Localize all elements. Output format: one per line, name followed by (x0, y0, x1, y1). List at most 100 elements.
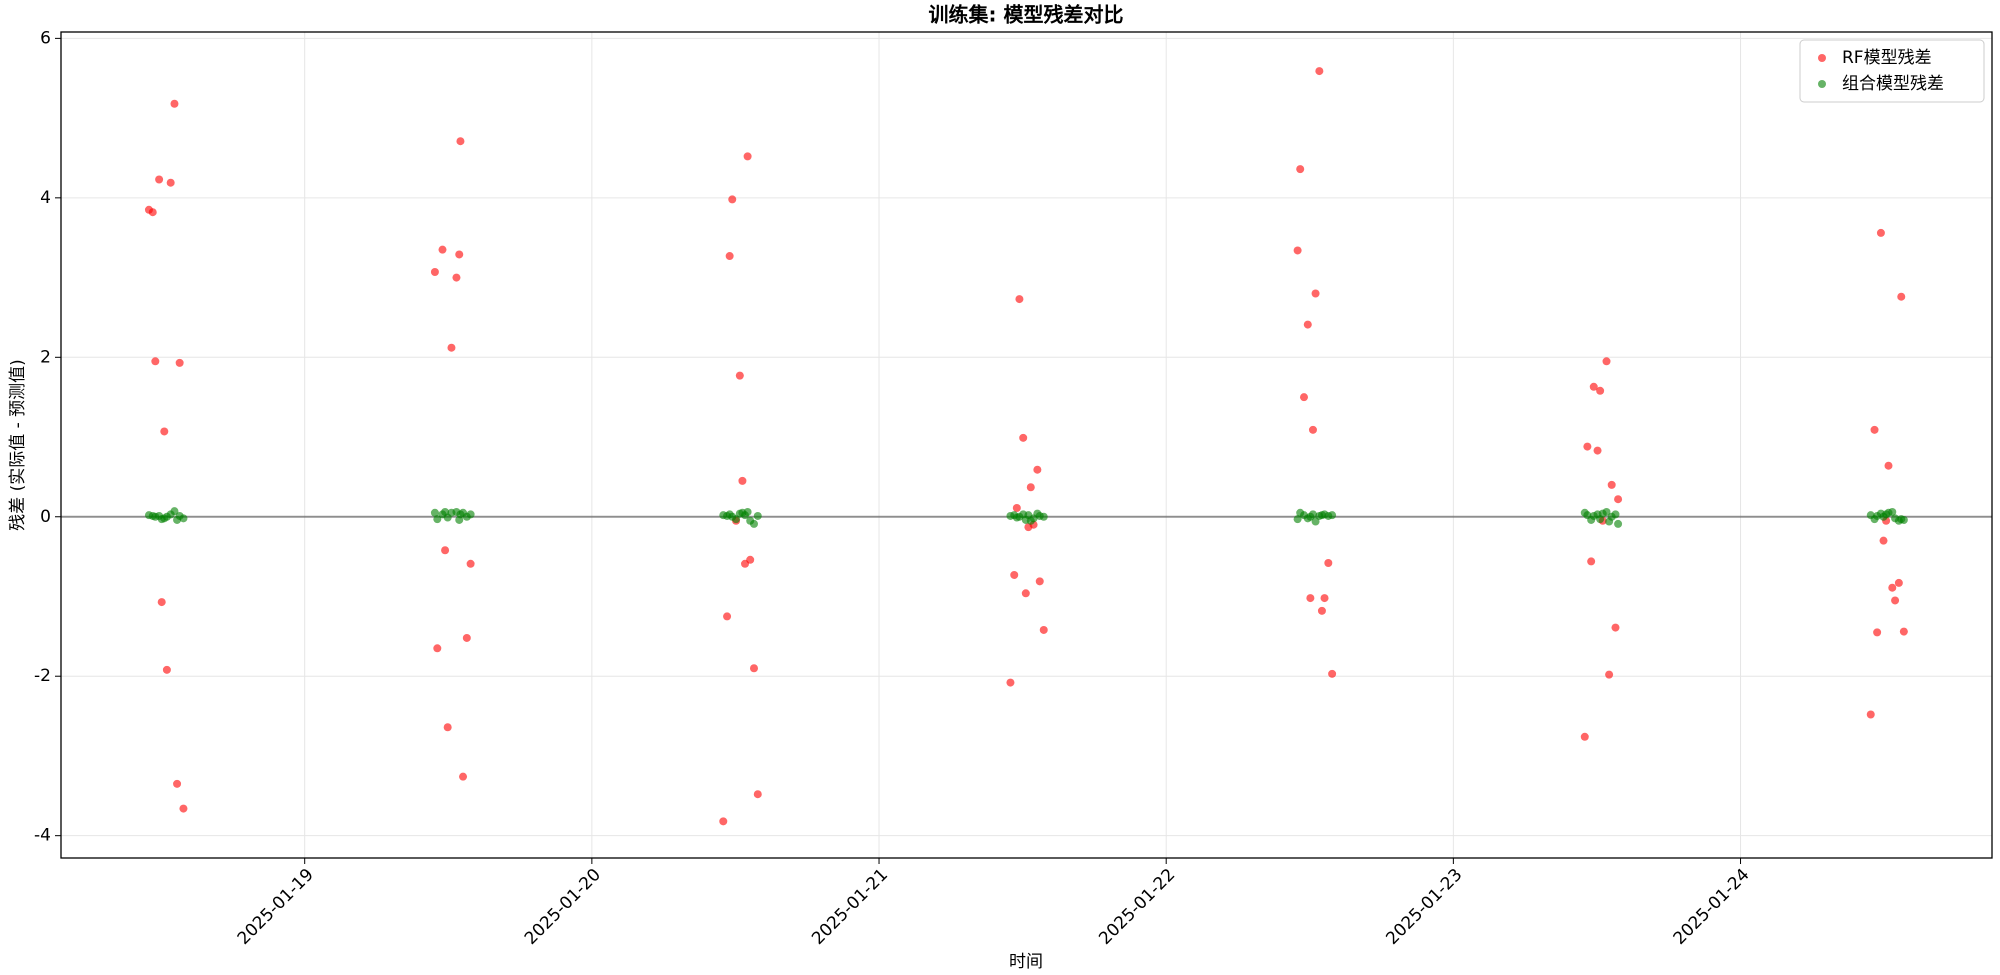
data-point (1589, 382, 1598, 391)
data-point (170, 99, 179, 108)
data-point (179, 514, 188, 523)
data-point (749, 519, 758, 528)
data-point (1607, 480, 1616, 489)
data-point (1894, 578, 1903, 587)
data-point (170, 507, 179, 516)
data-point (743, 507, 752, 516)
data-point (438, 245, 447, 254)
data-point (1306, 594, 1315, 603)
data-point (433, 515, 442, 524)
legend-label: 组合模型残差 (1842, 74, 1944, 94)
data-point (452, 273, 461, 282)
data-point (1019, 433, 1028, 442)
data-point (151, 357, 160, 366)
data-point (1866, 710, 1875, 719)
data-point (1873, 628, 1882, 637)
data-point (1328, 511, 1337, 520)
data-point (430, 508, 439, 517)
data-point (155, 175, 164, 184)
data-point (430, 267, 439, 276)
data-point (1293, 246, 1302, 255)
data-point (1888, 583, 1897, 592)
data-point (1879, 536, 1888, 545)
data-point (1317, 606, 1326, 615)
legend-marker (1818, 80, 1826, 88)
data-point (1602, 507, 1611, 516)
data-point (1021, 589, 1030, 598)
x-tick-label: 2025-01-22 (1095, 865, 1179, 949)
x-tick-label: 2025-01-23 (1382, 865, 1466, 949)
data-point (466, 510, 475, 519)
data-point (1614, 495, 1623, 504)
data-point (162, 665, 171, 674)
data-point (728, 195, 737, 204)
data-point (738, 476, 747, 485)
x-tick-label: 2025-01-24 (1670, 865, 1754, 949)
data-point (723, 612, 732, 621)
data-point (1596, 386, 1605, 395)
x-tick-label: 2025-01-20 (521, 865, 605, 949)
data-point (746, 555, 755, 564)
data-point (1303, 320, 1312, 329)
data-point (1015, 295, 1024, 304)
data-point (466, 559, 475, 568)
data-point (1593, 446, 1602, 455)
data-point (166, 178, 175, 187)
data-point (1611, 623, 1620, 632)
data-point (179, 804, 188, 813)
y-axis-label: 残差 (实际值 - 预测值) (8, 359, 28, 531)
data-point (443, 723, 452, 732)
data-point (157, 598, 166, 607)
data-point (459, 772, 468, 781)
data-point (1324, 559, 1333, 567)
data-point (725, 252, 734, 261)
y-tick-label: -4 (34, 826, 51, 846)
data-point (1602, 357, 1611, 366)
data-point (1583, 442, 1592, 451)
data-point (1308, 425, 1317, 434)
data-point (441, 546, 450, 555)
data-point (753, 511, 762, 520)
data-point (1891, 596, 1900, 605)
data-point (1311, 289, 1320, 298)
data-point (175, 358, 184, 367)
data-point (148, 208, 157, 217)
data-point (1296, 165, 1305, 174)
data-point (1039, 625, 1048, 634)
data-point (749, 664, 758, 673)
y-tick-label: -2 (34, 666, 51, 686)
data-point (719, 817, 728, 826)
data-point (1614, 519, 1623, 528)
x-tick-label: 2025-01-19 (234, 865, 318, 949)
data-point (1026, 483, 1035, 492)
y-tick-label: 0 (40, 507, 51, 527)
x-axis-label: 时间 (1009, 952, 1043, 972)
data-point (462, 633, 471, 642)
data-point (1308, 510, 1317, 519)
data-point (1611, 510, 1620, 519)
data-point (1870, 425, 1879, 434)
data-point (1899, 515, 1908, 524)
x-tick-label: 2025-01-21 (808, 865, 892, 949)
data-point (732, 515, 741, 524)
data-point (1311, 517, 1320, 526)
data-point (1897, 292, 1906, 301)
data-point (447, 343, 456, 352)
data-point (1006, 678, 1015, 687)
data-point (1035, 577, 1044, 586)
data-point (1899, 627, 1908, 636)
legend-marker (1818, 54, 1826, 62)
y-tick-label: 4 (40, 188, 51, 208)
data-point (1884, 461, 1893, 470)
data-point (1293, 515, 1302, 524)
data-point (1605, 670, 1614, 679)
legend-box (1799, 39, 1985, 103)
data-point (1315, 67, 1324, 76)
data-point (1587, 557, 1596, 566)
data-point (1033, 465, 1042, 474)
data-point (743, 152, 752, 161)
data-point (1039, 512, 1048, 521)
data-point (1876, 228, 1885, 237)
